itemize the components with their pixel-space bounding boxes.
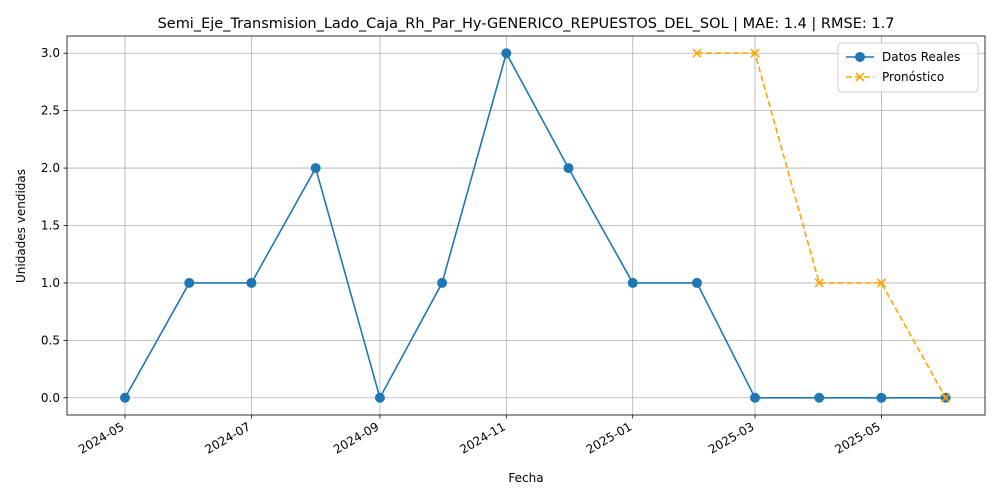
data-point: [120, 392, 131, 403]
y-tick-label: 1.5: [41, 219, 60, 233]
legend-label: Datos Reales: [882, 50, 960, 64]
x-tick-label: 2025-03: [706, 419, 756, 456]
x-tick-label: 2024-07: [203, 419, 253, 456]
series-layer: [120, 48, 951, 403]
grid: [67, 36, 985, 415]
data-point: [876, 278, 886, 288]
legend-label: Pronóstico: [882, 70, 944, 84]
y-axis-label: Unidades vendidas: [14, 169, 28, 283]
x-axis-label: Fecha: [508, 471, 543, 485]
data-point: [692, 48, 702, 58]
data-point: [246, 277, 257, 288]
data-point: [876, 392, 887, 403]
x-tick-label: 2024-09: [331, 419, 381, 456]
y-tick-label: 0.5: [41, 333, 60, 347]
x-tick-label: 2025-01: [584, 419, 634, 456]
x-tick-label: 2024-11: [457, 419, 507, 456]
x-tick-label: 2025-05: [832, 419, 882, 456]
data-point: [310, 163, 321, 174]
data-point: [627, 277, 638, 288]
y-tick-label: 0.0: [41, 391, 60, 405]
series-line: [696, 52, 947, 399]
data-point: [749, 392, 760, 403]
data-point: [374, 392, 385, 403]
data-point: [941, 393, 951, 403]
series-0: [120, 48, 951, 403]
data-point: [563, 163, 574, 174]
data-point: [750, 48, 760, 58]
series-line: [124, 51, 946, 400]
data-point: [501, 48, 512, 59]
data-point: [814, 278, 824, 288]
legend-box: [837, 42, 979, 93]
y-tick-label: 2.0: [41, 161, 60, 175]
y-tick-label: 3.0: [41, 46, 60, 60]
legend-marker: [855, 72, 865, 82]
y-tick-label: 2.5: [41, 104, 60, 118]
data-point: [437, 277, 448, 288]
data-point: [814, 392, 825, 403]
legend: Datos Reales Pronóstico: [837, 42, 979, 93]
data-point: [691, 277, 702, 288]
data-point: [184, 277, 195, 288]
x-tick-label: 2024-05: [76, 419, 126, 456]
series-1: [692, 48, 951, 403]
chart-title: Semi_Eje_Transmision_Lado_Caja_Rh_Par_Hy…: [158, 16, 895, 32]
legend-marker: [855, 52, 865, 62]
y-tick-label: 1.0: [41, 276, 60, 290]
